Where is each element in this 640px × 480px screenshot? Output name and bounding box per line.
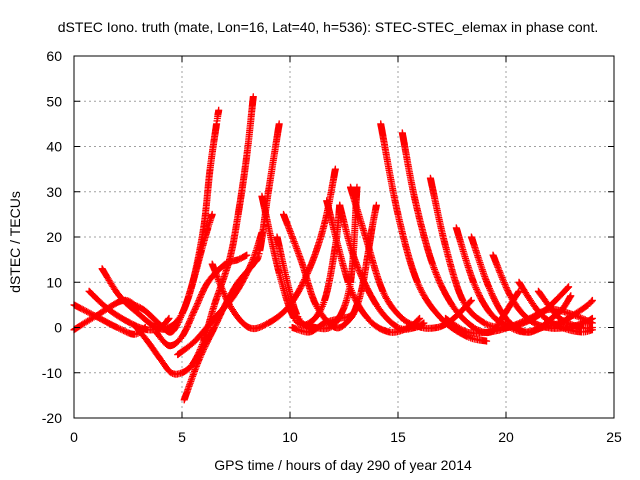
x-tick-label: 15 xyxy=(390,429,406,445)
y-tick-label: 0 xyxy=(54,320,62,336)
series-17 xyxy=(347,183,475,332)
series-7 xyxy=(152,251,251,350)
series-16-markers xyxy=(336,201,428,333)
series-26 xyxy=(442,305,596,337)
series-16 xyxy=(336,201,428,333)
series-7-markers xyxy=(152,251,251,350)
x-tick-label: 20 xyxy=(498,429,514,445)
series-18 xyxy=(377,120,491,345)
series-6 xyxy=(131,93,257,378)
y-tick-label: 40 xyxy=(46,139,62,155)
x-tick-label: 0 xyxy=(70,429,78,445)
axis-ticks: 0 5 10 15 20 25 -20 -10 0 10 20 30 40 50 60 xyxy=(42,48,622,445)
x-axis-title: GPS time / hours of day 290 of year 2014 xyxy=(214,457,472,473)
x-tick-label: 25 xyxy=(606,429,622,445)
x-tick-label: 5 xyxy=(178,429,186,445)
y-tick-label: 30 xyxy=(46,184,62,200)
grid-lines xyxy=(74,56,614,418)
series-9-markers xyxy=(174,229,266,359)
data-series xyxy=(70,93,596,404)
y-tick-label: 60 xyxy=(46,48,62,64)
series-18-markers xyxy=(377,120,491,345)
series-5-markers xyxy=(120,106,223,336)
series-17-markers xyxy=(347,183,475,332)
series-24-markers xyxy=(515,278,596,336)
y-tick-label: -10 xyxy=(42,365,62,381)
series-5 xyxy=(120,106,223,336)
y-tick-label: 20 xyxy=(46,229,62,245)
series-12-markers xyxy=(273,183,361,333)
y-tick-label: -20 xyxy=(42,410,62,426)
y-tick-label: 50 xyxy=(46,93,62,109)
y-axis-title: dSTEC / TECUs xyxy=(7,191,23,293)
series-9 xyxy=(174,229,266,359)
series-14-markers xyxy=(280,210,361,332)
chart-title: dSTEC Iono. truth (mate, Lon=16, Lat=40,… xyxy=(58,19,598,35)
y-tick-label: 10 xyxy=(46,274,62,290)
series-14 xyxy=(280,210,361,332)
series-6-markers xyxy=(131,93,257,378)
series-26-markers xyxy=(442,305,596,337)
series-24 xyxy=(515,278,596,336)
x-tick-label: 10 xyxy=(282,429,298,445)
series-12 xyxy=(273,183,361,333)
